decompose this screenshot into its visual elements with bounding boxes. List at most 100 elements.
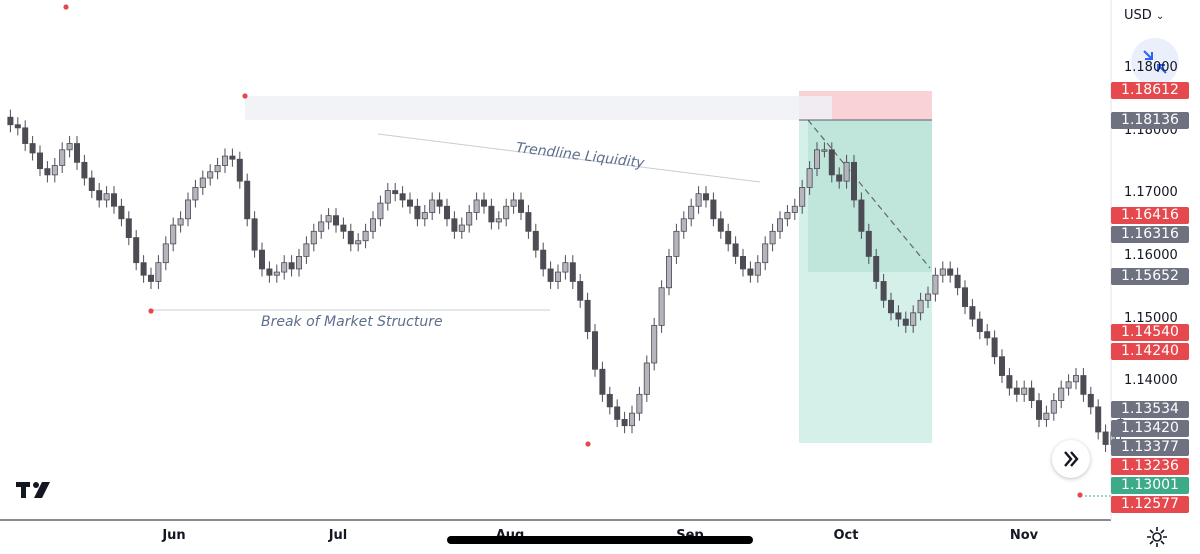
candle-body <box>1013 387 1020 395</box>
month-label: Jul <box>328 528 348 543</box>
candle-body <box>799 187 806 207</box>
candle-body <box>902 318 909 326</box>
candle-body <box>895 312 902 320</box>
candle-body <box>266 268 273 276</box>
candle-body <box>162 243 169 264</box>
candle-body <box>518 199 525 213</box>
price-axis-label: 1.14000 <box>1124 373 1178 388</box>
candle-body <box>1095 406 1102 433</box>
candle-body <box>88 177 95 191</box>
candle-body <box>584 299 591 333</box>
price-tag: 1.18612 <box>1111 82 1189 99</box>
collapse-button[interactable] <box>1131 38 1179 86</box>
candle-body <box>184 199 191 220</box>
candle-body <box>843 161 850 182</box>
candle-body <box>74 143 81 163</box>
candle-body <box>399 193 406 201</box>
candle-body <box>421 212 428 220</box>
candle-body <box>140 262 147 276</box>
candle-body <box>118 205 125 220</box>
candle-body <box>651 324 658 364</box>
price-tag: 1.16416 <box>1111 207 1189 224</box>
candle-body <box>680 218 687 232</box>
currency-selector[interactable]: USD ⌄ <box>1124 8 1164 23</box>
candle-body <box>347 230 354 245</box>
candle-body <box>66 143 73 151</box>
candle-body <box>784 212 791 220</box>
candle-body <box>258 249 265 270</box>
swing-marker <box>1077 492 1083 498</box>
candle-body <box>925 293 932 301</box>
candle-body <box>81 161 88 179</box>
candle-body <box>303 243 310 257</box>
candle-body <box>695 193 702 207</box>
candle-body <box>377 202 384 220</box>
candle-body <box>488 205 495 223</box>
candle-body <box>1028 387 1035 402</box>
price-tag: 1.14540 <box>1111 324 1189 341</box>
candle-body <box>236 158 243 182</box>
candle-body <box>170 224 177 245</box>
price-axis-label: 1.18000 <box>1124 60 1178 75</box>
candle-body <box>880 281 887 301</box>
candle-body <box>851 161 858 201</box>
candle-body <box>214 165 221 173</box>
candle-body <box>281 262 288 273</box>
candle-body <box>510 199 517 207</box>
candle-body <box>747 268 754 276</box>
candle-body <box>451 218 458 232</box>
candle-body <box>103 193 110 201</box>
candle-body <box>969 306 976 320</box>
tradingview-logo <box>16 480 56 505</box>
price-tag: 1.13236 <box>1111 458 1189 475</box>
candle-body <box>999 356 1006 376</box>
candle-body <box>59 149 66 166</box>
candle-body <box>599 368 606 395</box>
candle-body <box>384 190 391 204</box>
candle-body <box>147 274 154 282</box>
candle-body <box>777 218 784 232</box>
candle-body <box>273 271 280 276</box>
candle-body <box>555 271 562 282</box>
candle-body <box>814 149 821 170</box>
candle-body <box>976 318 983 333</box>
price-tag: 1.12577 <box>1111 496 1189 513</box>
candle-body <box>1080 375 1087 395</box>
gear-icon[interactable] <box>1146 526 1168 553</box>
candle-body <box>1087 393 1094 408</box>
price-tag: 1.16316 <box>1111 226 1189 243</box>
candle-body <box>207 171 214 179</box>
candle-body <box>710 199 717 220</box>
swing-marker <box>148 308 154 314</box>
candle-body <box>532 230 539 251</box>
swing-marker <box>63 4 69 10</box>
candle-body <box>221 155 228 166</box>
price-tag-current: 1.13001 <box>1111 477 1189 494</box>
price-axis-label: 1.17000 <box>1124 185 1178 200</box>
candle-body <box>1043 412 1050 420</box>
price-tag: 1.13534 <box>1111 401 1189 418</box>
candle-body <box>577 281 584 301</box>
candle-body <box>436 199 443 207</box>
scroll-to-realtime-button[interactable] <box>1052 440 1090 478</box>
candle-body <box>828 149 835 176</box>
price-tag: 1.15652 <box>1111 268 1189 285</box>
candle-body <box>703 193 710 201</box>
price-axis-label: 1.16000 <box>1124 248 1178 263</box>
candle-body <box>340 224 347 232</box>
candle-body <box>621 419 628 427</box>
candle-body <box>192 187 199 201</box>
candle-body <box>732 243 739 257</box>
candle-body <box>22 127 29 144</box>
candle-body <box>466 212 473 226</box>
candle-body <box>821 149 828 152</box>
collapse-arrows-icon <box>1143 50 1167 74</box>
candle-body <box>547 268 554 282</box>
candle-body <box>503 205 510 220</box>
candle-body <box>392 190 399 195</box>
candle-body <box>858 199 865 232</box>
candle-body <box>480 199 487 207</box>
candle-body <box>525 212 532 232</box>
candle-body <box>133 237 140 264</box>
